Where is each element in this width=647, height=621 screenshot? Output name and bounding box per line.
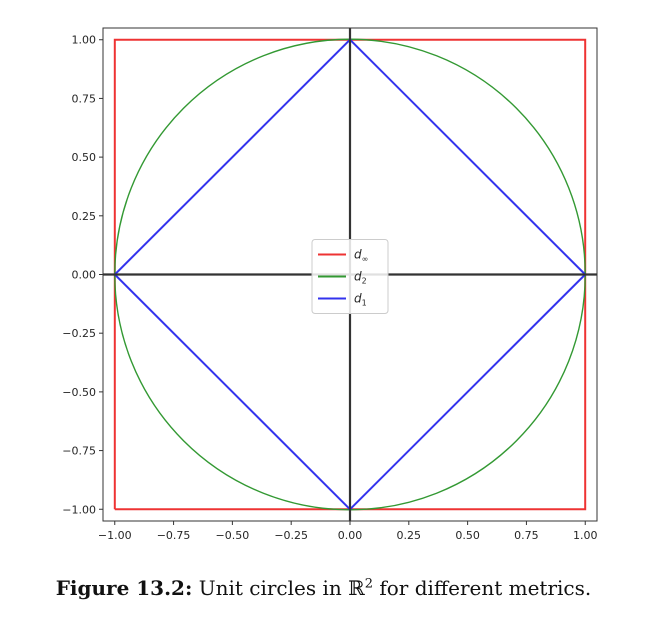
- series-square: [113, 38, 587, 511]
- caption-label: Figure 13.2:: [55, 576, 193, 600]
- y-tick-label: 1.00: [72, 34, 97, 47]
- y-tick-label: 0.50: [72, 151, 97, 164]
- legend-subscript: 2: [362, 277, 367, 286]
- figure-caption: Figure 13.2: Unit circles in ℝ2 for diff…: [0, 576, 647, 600]
- x-tick-label: −1.00: [98, 529, 132, 542]
- x-tick-label: 1.00: [573, 529, 598, 542]
- x-tick-label: 0.75: [514, 529, 539, 542]
- x-tick-label: −0.25: [274, 529, 308, 542]
- x-tick-label: 0.25: [397, 529, 422, 542]
- x-tick-label: −0.50: [216, 529, 250, 542]
- y-tick-label: 0.75: [72, 92, 97, 105]
- x-tick-label: 0.50: [455, 529, 480, 542]
- y-tick-label: 0.25: [72, 210, 97, 223]
- x-tick-label: −0.75: [157, 529, 191, 542]
- ticks-layer: −1.00 −0.75 −0.50 −0.25 0.00 0.25 0.50 0.75 1.00…: [62, 34, 597, 542]
- legend-subscript: ∞: [362, 255, 369, 264]
- caption-text-end: for different metrics.: [373, 576, 592, 600]
- metric-unit-circles-chart: −1.00 −0.75 −0.50 −0.25 0.00 0.25 0.50 0.75 1.00…: [62, 27, 598, 542]
- y-tick-label: −1.00: [62, 503, 96, 516]
- x-tick-label: 0.00: [338, 529, 363, 542]
- y-tick-label: −0.50: [62, 386, 96, 399]
- caption-superscript: 2: [364, 576, 373, 592]
- y-tick-label: −0.75: [62, 445, 96, 458]
- y-tick-label: 0.00: [72, 269, 97, 282]
- legend-box: [311, 239, 389, 314]
- caption-text: Unit circles in ℝ: [198, 576, 365, 600]
- legend-subscript: 1: [362, 299, 367, 308]
- y-tick-label: −0.25: [62, 327, 96, 340]
